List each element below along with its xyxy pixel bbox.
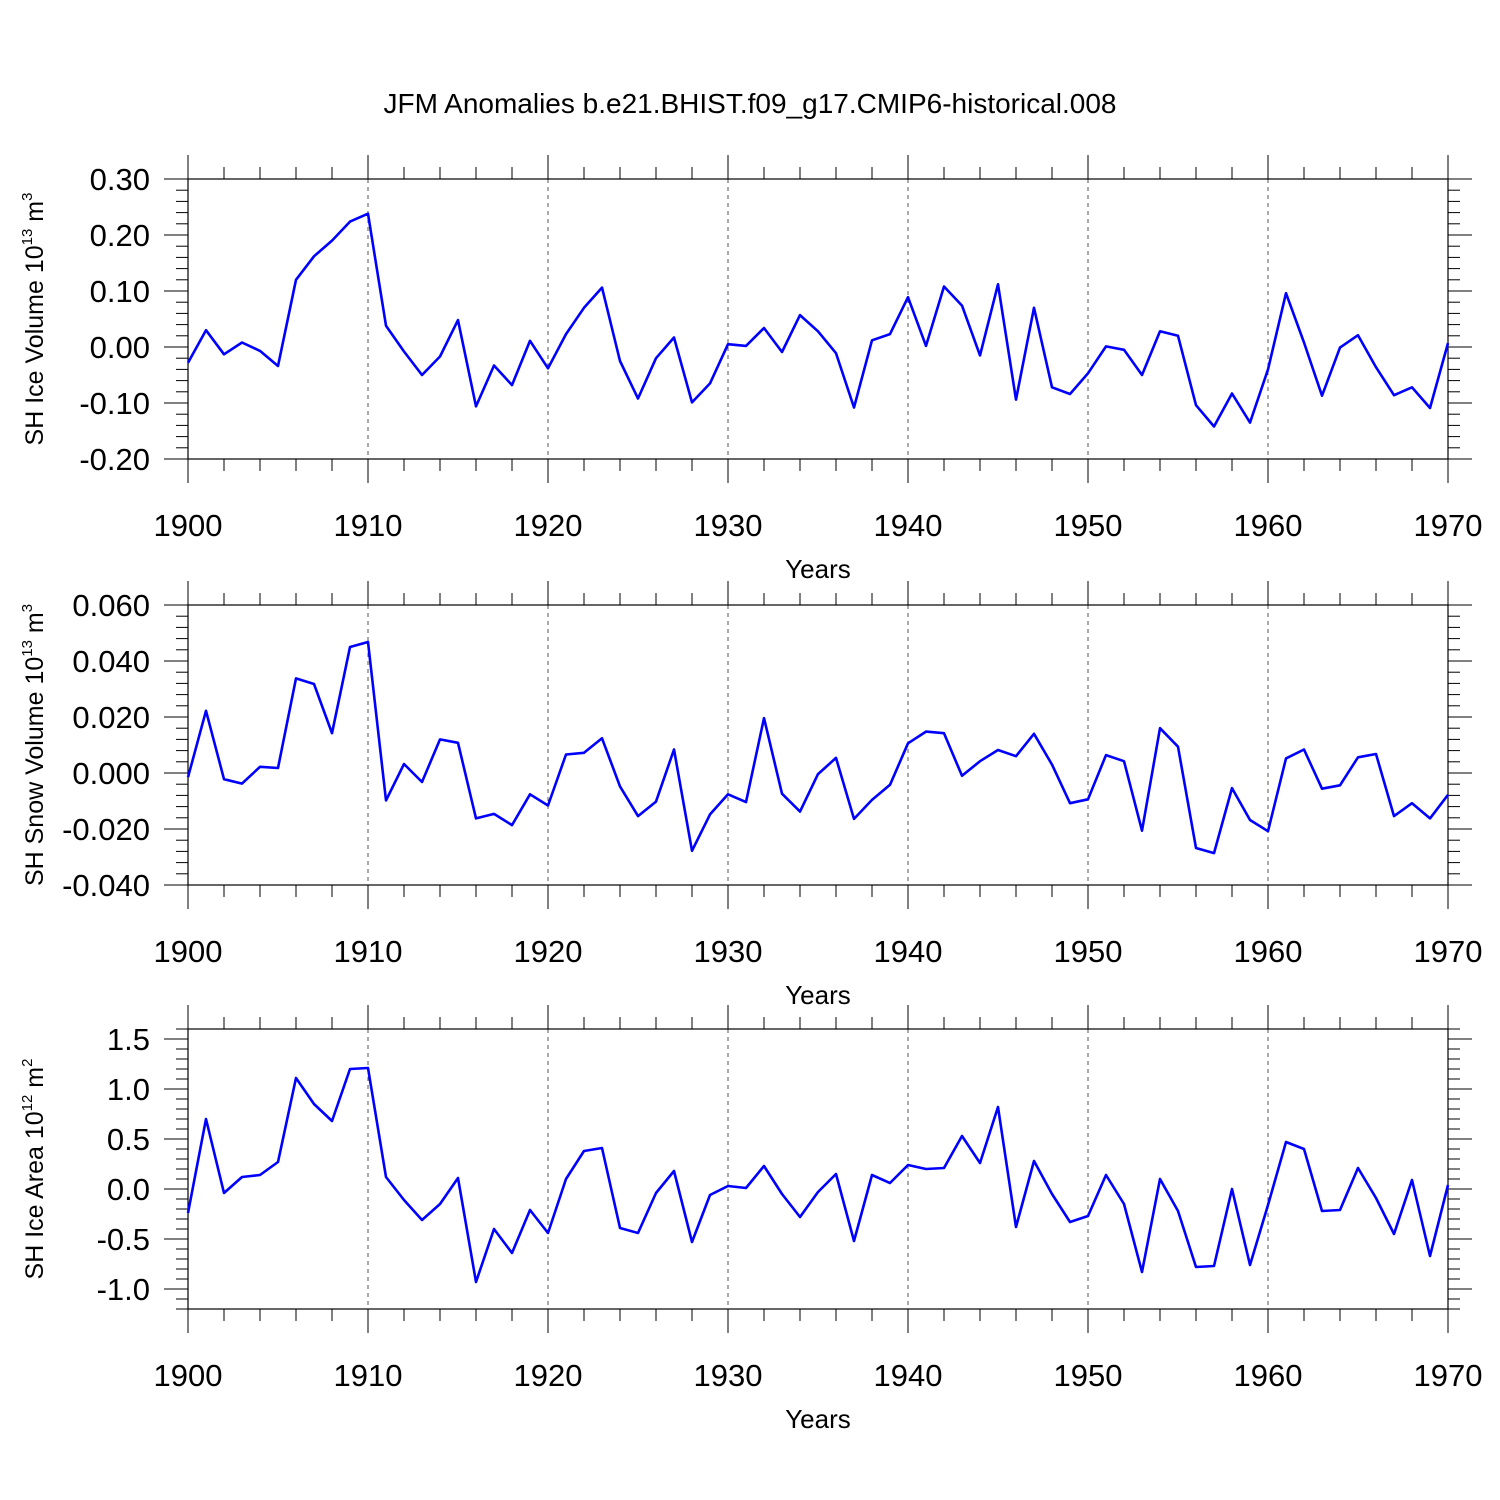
x-tick-label: 1960 <box>1234 1358 1303 1393</box>
x-axis-label: Years <box>785 980 851 1010</box>
plot-frame <box>187 604 1449 886</box>
x-tick-label: 1950 <box>1054 1358 1123 1393</box>
y-tick-label: 0.0 <box>107 1172 150 1207</box>
y-axis-label-unit-exp: 2 <box>19 1059 36 1067</box>
y-tick-label: -0.10 <box>79 386 150 421</box>
y-axis-label: SH Ice Volume 1013 m3 <box>19 193 49 446</box>
y-tick-label: 0.020 <box>72 700 150 735</box>
x-tick-label: 1970 <box>1414 934 1483 969</box>
x-tick-label: 1950 <box>1054 934 1123 969</box>
x-tick-label: 1910 <box>334 934 403 969</box>
plot-frame <box>187 1028 1449 1310</box>
y-axis-label-main: SH Ice Volume 10 <box>21 245 49 445</box>
chart-panel-3: 1900 1910 1920 1930 1940 1950 1960 1970 -1.0 -0.5… <box>19 1005 1482 1434</box>
x-tick-label: 1960 <box>1234 508 1303 543</box>
y-tick-label: 0.30 <box>90 162 150 197</box>
series-line <box>186 1066 1450 1284</box>
y-tick-label: 0.10 <box>90 274 150 309</box>
x-tick-label: 1970 <box>1414 1358 1483 1393</box>
y-tick-label: 0.00 <box>90 330 150 365</box>
y-tick-label: 0.20 <box>90 218 150 253</box>
x-tick-label: 1920 <box>514 934 583 969</box>
x-tick-label: 1940 <box>874 1358 943 1393</box>
y-tick-label: 0.000 <box>72 756 150 791</box>
y-axis-label-exp: 12 <box>19 1095 36 1112</box>
x-tick-label: 1940 <box>874 934 943 969</box>
x-axis-label: Years <box>785 1404 851 1434</box>
y-tick-label: 0.5 <box>107 1122 150 1157</box>
x-tick-label: 1900 <box>154 934 223 969</box>
figure-title: JFM Anomalies b.e21.BHIST.f09_g17.CMIP6-… <box>383 88 1117 119</box>
x-tick-label: 1930 <box>694 934 763 969</box>
x-tick-label: 1900 <box>154 508 223 543</box>
x-tick-label: 1960 <box>1234 934 1303 969</box>
y-axis-label-main: SH Snow Volume 10 <box>21 657 49 886</box>
y-axis-label-exp: 13 <box>19 229 36 246</box>
y-tick-label: -0.020 <box>62 812 150 847</box>
x-tick-label: 1970 <box>1414 508 1483 543</box>
y-axis-label: SH Snow Volume 1013 m3 <box>19 604 49 886</box>
chart-panel-2: 1900 1910 1920 1930 1940 1950 1960 1970 -0.040 -0… <box>19 581 1482 1010</box>
y-tick-label: -1.0 <box>97 1272 150 1307</box>
y-axis-label-exp: 13 <box>19 640 36 657</box>
plot-frame <box>187 178 1449 460</box>
y-tick-label: -0.20 <box>79 442 150 477</box>
y-tick-label: -0.5 <box>97 1222 150 1257</box>
y-axis-label-unit-exp: 3 <box>19 604 36 612</box>
y-axis-label-unit: m <box>21 612 49 640</box>
x-tick-label: 1910 <box>334 1358 403 1393</box>
series-line <box>186 212 1450 428</box>
x-tick-label: 1930 <box>694 1358 763 1393</box>
y-axis-label: SH Ice Area 1012 m2 <box>19 1059 49 1280</box>
x-tick-label: 1920 <box>514 508 583 543</box>
y-axis-label-main: SH Ice Area 10 <box>21 1111 49 1279</box>
y-tick-label: 1.0 <box>107 1072 150 1107</box>
series-line <box>186 640 1450 855</box>
x-tick-label: 1950 <box>1054 508 1123 543</box>
y-tick-label: -0.040 <box>62 868 150 903</box>
x-tick-label: 1940 <box>874 508 943 543</box>
y-axis-label-unit: m <box>21 201 49 229</box>
y-tick-label: 0.040 <box>72 644 150 679</box>
x-tick-label: 1900 <box>154 1358 223 1393</box>
x-axis-label: Years <box>785 554 851 584</box>
y-tick-label: 1.5 <box>107 1022 150 1057</box>
chart-panel-1: 1900 1910 1920 1930 1940 1950 1960 1970 -0.20 -0.… <box>19 155 1482 584</box>
y-axis-label-unit: m <box>21 1067 49 1095</box>
x-tick-label: 1920 <box>514 1358 583 1393</box>
y-tick-label: 0.060 <box>72 588 150 623</box>
y-axis-label-unit-exp: 3 <box>19 193 36 201</box>
x-tick-label: 1930 <box>694 508 763 543</box>
x-tick-label: 1910 <box>334 508 403 543</box>
